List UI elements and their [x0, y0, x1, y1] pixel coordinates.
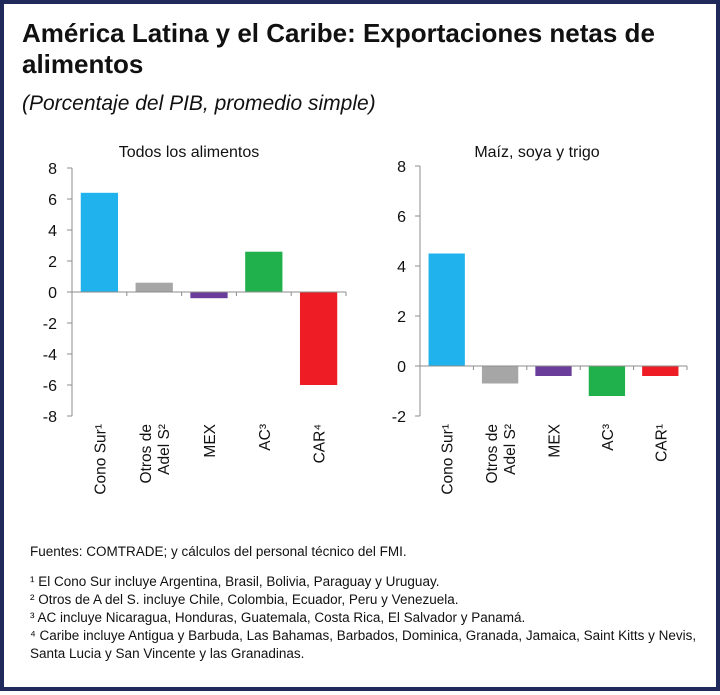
chart-2-category-label: Adel S²: [502, 424, 519, 475]
chart-1-ytick-label: 4: [48, 223, 57, 240]
chart-2-bar-4: [588, 366, 626, 396]
chart-1-ytick-label: 6: [48, 192, 57, 209]
charts-canvas: Todos los alimentos 8 6 4 2 0 -2 -4 -6 -8 Cono Sur…: [43, 144, 688, 495]
footnote-1: ¹ El Cono Sur incluye Argentina, Brasil,…: [30, 574, 440, 589]
footnote-2: ² Otros de A del S. incluye Chile, Colom…: [30, 592, 459, 607]
chart-1-bar-4: [245, 251, 283, 292]
chart-1-category-label: AC³: [257, 424, 274, 451]
chart-2-category-label: Cono Sur¹: [440, 424, 457, 495]
chart-2-bar-5: [642, 366, 679, 376]
chart-1-ytick-label: -4: [43, 347, 57, 364]
chart-1-bar-5: [299, 292, 338, 385]
chart-2-ytick-label: 4: [397, 259, 406, 276]
source-note: Fuentes: COMTRADE; y cálculos del person…: [30, 544, 407, 559]
figure-title: América Latina y el Caribe: Exportacione…: [22, 18, 655, 79]
chart-1-ytick-label: -6: [43, 378, 57, 395]
chart-1-bar-3: [190, 292, 228, 299]
chart-2-category-label: MEX: [547, 423, 564, 457]
figure-subtitle: (Porcentaje del PIB, promedio simple): [22, 92, 376, 115]
chart-1-category-label: Otros de: [138, 424, 155, 483]
chart-1-ytick-label: -2: [43, 316, 57, 333]
notes: Fuentes: COMTRADE; y cálculos del person…: [30, 543, 710, 663]
chart-2-category-label: Otros de: [484, 424, 501, 483]
chart-2-category-label: AC³: [600, 424, 617, 451]
chart-1-ytick-label: 8: [48, 161, 57, 178]
chart-2-bar-3: [535, 366, 572, 376]
chart-2-bar-2: [481, 366, 519, 384]
chart-2-ytick-label: 2: [397, 309, 406, 326]
chart-1-category-label: CAR⁴: [312, 424, 329, 463]
chart-1-ytick-label: 2: [48, 254, 57, 271]
chart-2-category-label: CAR¹: [653, 424, 670, 462]
chart-2-ytick-label: 6: [397, 209, 406, 226]
chart-2-ytick-label: 0: [397, 359, 406, 376]
chart-2-title: Maíz, soya y trigo: [474, 144, 599, 161]
chart-1-category-label: MEX: [202, 423, 219, 457]
footnote-3: ³ AC incluye Nicaragua, Honduras, Guatem…: [30, 610, 526, 625]
chart-1-ytick-label: -8: [43, 409, 57, 426]
chart-2-bar-1: [428, 253, 465, 366]
chart-1-bar-2: [135, 282, 173, 292]
chart-2-ytick-label: -2: [392, 409, 406, 426]
chart-1-category-label: Adel S²: [156, 424, 173, 475]
chart-1-ytick-label: 0: [48, 285, 57, 302]
footnote-4: ⁴ Caribe incluye Antigua y Barbuda, Las …: [30, 628, 697, 661]
chart-1-title: Todos los alimentos: [119, 144, 260, 161]
chart-2-ytick-label: 8: [397, 159, 406, 176]
chart-1-category-label: Cono Sur¹: [92, 424, 109, 495]
chart-1-bar-1: [80, 192, 119, 292]
